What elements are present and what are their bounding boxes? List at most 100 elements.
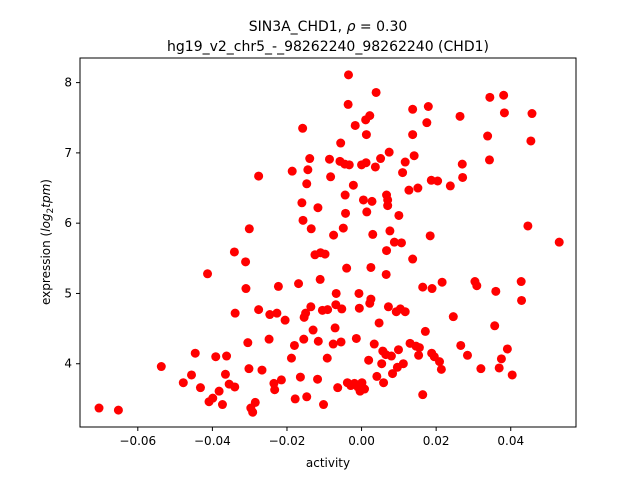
data-point	[388, 369, 398, 379]
data-point	[244, 364, 254, 374]
data-point	[324, 154, 334, 164]
data-point	[211, 352, 221, 362]
data-point	[178, 378, 188, 388]
x-tick-label: 0.04	[497, 434, 524, 448]
x-tick-label: −0.06	[119, 434, 156, 448]
data-point	[222, 351, 232, 361]
data-point	[270, 385, 280, 395]
data-point	[340, 190, 350, 200]
data-point	[371, 87, 381, 97]
data-point	[257, 365, 267, 375]
y-tick-label: 8	[64, 76, 72, 90]
data-point	[331, 288, 341, 298]
data-points	[94, 70, 564, 417]
data-point	[425, 231, 435, 241]
data-point	[306, 302, 316, 312]
data-point	[298, 215, 308, 225]
data-point	[491, 286, 501, 296]
data-point	[243, 338, 253, 348]
data-point	[302, 179, 312, 189]
y-axis-label: expression (log2tpm)	[39, 179, 56, 305]
data-point	[408, 254, 418, 264]
data-point	[396, 238, 406, 248]
data-point	[308, 325, 318, 335]
data-point	[368, 229, 378, 239]
data-point	[297, 198, 307, 208]
data-point	[290, 394, 300, 404]
y-tick-label: 7	[64, 146, 72, 160]
data-point	[217, 400, 227, 410]
data-point	[330, 323, 340, 333]
data-point	[383, 195, 393, 205]
data-point	[322, 353, 332, 363]
data-point	[336, 337, 346, 347]
data-point	[502, 344, 512, 354]
data-point	[436, 364, 446, 374]
data-point	[366, 262, 376, 272]
data-point	[343, 99, 353, 109]
data-point	[336, 138, 346, 148]
data-point	[423, 102, 433, 111]
data-point	[427, 284, 437, 294]
y-axis-ticks: 4 5 6 7 8	[64, 76, 80, 371]
data-point	[299, 334, 309, 344]
data-point	[289, 340, 299, 350]
data-point	[554, 237, 564, 247]
data-point	[394, 210, 404, 220]
data-point	[195, 383, 205, 393]
data-point	[358, 195, 368, 205]
data-point	[241, 257, 251, 267]
data-point	[484, 155, 494, 165]
data-point	[472, 281, 482, 291]
data-point	[337, 304, 347, 314]
data-point	[448, 312, 458, 322]
data-point	[456, 340, 466, 350]
data-point	[313, 374, 323, 384]
data-point	[341, 208, 351, 218]
data-point	[301, 308, 311, 318]
data-point	[362, 207, 372, 217]
data-point	[354, 303, 364, 313]
data-point	[254, 171, 264, 181]
y-tick-label: 5	[64, 286, 72, 300]
data-point	[413, 183, 423, 193]
data-point	[400, 307, 410, 317]
data-point	[418, 390, 428, 400]
data-point	[476, 364, 486, 374]
data-point	[517, 295, 527, 305]
plot-area-frame	[79, 57, 577, 428]
data-point	[361, 130, 371, 140]
data-point	[372, 371, 382, 381]
data-point	[408, 104, 418, 114]
data-point	[523, 221, 533, 231]
data-point	[333, 383, 343, 393]
chart-title: SIN3A_CHD1, ρ = 0.30	[249, 19, 408, 35]
data-point	[286, 353, 296, 363]
data-point	[367, 196, 377, 206]
data-point	[457, 159, 467, 169]
data-point	[265, 310, 275, 320]
data-point	[455, 111, 465, 121]
data-point	[408, 130, 418, 140]
y-tick-label: 6	[64, 216, 72, 230]
data-point	[190, 348, 200, 358]
data-point	[248, 407, 258, 417]
data-point	[360, 384, 370, 394]
data-point	[302, 392, 312, 402]
y-tick-label: 4	[64, 357, 72, 371]
data-point	[342, 263, 352, 273]
data-point	[499, 108, 509, 118]
data-point	[414, 350, 424, 360]
data-point	[400, 157, 410, 167]
data-point	[250, 397, 260, 407]
data-point	[526, 136, 536, 146]
data-point	[379, 378, 389, 388]
data-point	[516, 277, 526, 287]
data-point	[398, 168, 408, 178]
chart-title-group: SIN3A_CHD1, ρ = 0.30 hg19_v2_chr5_-_9826…	[167, 19, 489, 55]
data-point	[214, 386, 224, 396]
x-axis-ticks: −0.06 −0.04 −0.02 0.00 0.02 0.04	[119, 427, 524, 448]
data-point	[433, 176, 443, 186]
